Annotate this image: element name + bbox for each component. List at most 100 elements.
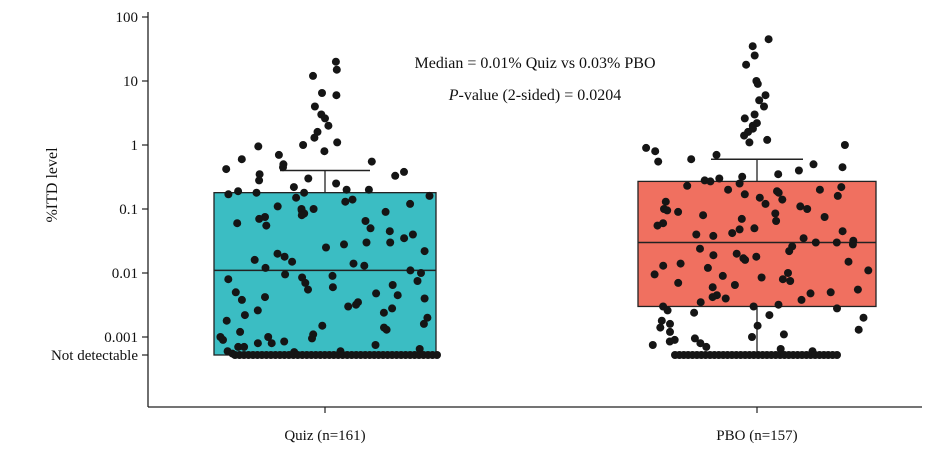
data-point [406, 266, 415, 275]
data-point [833, 191, 842, 200]
data-point [364, 185, 373, 194]
data-point [696, 339, 705, 348]
y-tick-label: Not detectable [51, 348, 138, 364]
data-point [310, 133, 319, 142]
data-point [297, 211, 306, 220]
data-point [740, 114, 749, 123]
data-point [784, 269, 792, 277]
data-point [385, 227, 394, 236]
data-point [344, 302, 353, 311]
data-point [663, 306, 672, 315]
data-point [231, 288, 240, 297]
data-point [361, 217, 370, 225]
data-point [362, 238, 371, 247]
data-point [237, 155, 246, 164]
data-point [699, 211, 708, 220]
y-tick-label: 100 [116, 10, 139, 26]
data-point [748, 333, 756, 341]
data-point [803, 205, 812, 213]
data-point [255, 170, 264, 179]
data-point [794, 166, 803, 175]
data-point [774, 170, 783, 179]
data-point [328, 283, 337, 292]
annotation-median: Median = 0.01% Quiz vs 0.03% PBO [414, 55, 655, 72]
data-point [786, 277, 795, 285]
data-point [735, 225, 744, 234]
data-point [372, 289, 381, 298]
data-point [388, 281, 397, 289]
data-point [690, 308, 699, 317]
data-point [709, 231, 718, 240]
data-point [755, 96, 764, 105]
data-point [301, 278, 310, 287]
data-point [772, 217, 781, 225]
data-point [262, 221, 271, 230]
data-point [379, 308, 388, 317]
data-point [332, 91, 341, 100]
data-point [749, 302, 758, 311]
data-point [859, 313, 868, 322]
data-point [750, 110, 759, 119]
data-point [765, 311, 774, 320]
data-point [696, 244, 704, 253]
data-point [764, 35, 773, 44]
data-point [708, 283, 717, 292]
data-point [253, 306, 262, 315]
data-point [750, 51, 759, 60]
data-point [233, 219, 242, 228]
data-point [309, 71, 317, 80]
data-point [779, 330, 788, 339]
data-point [674, 278, 683, 287]
data-point [844, 257, 853, 266]
data-point [420, 247, 429, 256]
data-point [340, 240, 348, 249]
data-point [279, 163, 287, 172]
y-tick-label: 10 [123, 74, 138, 90]
data-point [415, 345, 424, 353]
annotation-pvalue-italic: P [448, 87, 459, 104]
series-layer [213, 35, 877, 359]
data-point [752, 252, 761, 261]
data-point [391, 171, 400, 180]
data-point [692, 230, 701, 239]
data-point [267, 339, 276, 348]
x-tick-label: PBO (n=157) [716, 428, 797, 444]
data-point [400, 167, 408, 176]
data-point [809, 160, 818, 169]
data-point [341, 197, 350, 206]
data-point [304, 174, 313, 183]
data-point [797, 295, 806, 304]
data-point [280, 337, 289, 346]
data-point [324, 121, 333, 130]
data-point [761, 199, 770, 208]
data-point [738, 172, 747, 181]
data-point [222, 165, 231, 174]
data-point [854, 325, 863, 334]
data-point [799, 234, 808, 243]
data-point [342, 185, 351, 194]
data-point [273, 202, 282, 211]
data-point [388, 304, 397, 313]
data-point [665, 337, 674, 346]
data-point [292, 193, 301, 202]
data-point [300, 188, 309, 197]
data-point [683, 181, 692, 190]
data-point [321, 114, 329, 123]
data-point [304, 285, 312, 294]
data-point [352, 300, 360, 309]
data-point [222, 316, 231, 325]
data-point [240, 342, 249, 351]
data-point [423, 313, 432, 322]
data-point [737, 214, 746, 223]
annotation-pvalue-text: -value (2-sided) = 0.0204 [459, 87, 622, 104]
data-point [661, 197, 670, 206]
data-point [796, 202, 805, 211]
y-ticks: 100 10 1 0.1 0.01 0.001 Not detectable [51, 10, 148, 364]
data-point [742, 60, 751, 69]
data-point [386, 238, 395, 247]
data-point [366, 224, 375, 233]
data-point [328, 271, 337, 280]
data-point [761, 91, 770, 100]
data-point [657, 316, 666, 325]
